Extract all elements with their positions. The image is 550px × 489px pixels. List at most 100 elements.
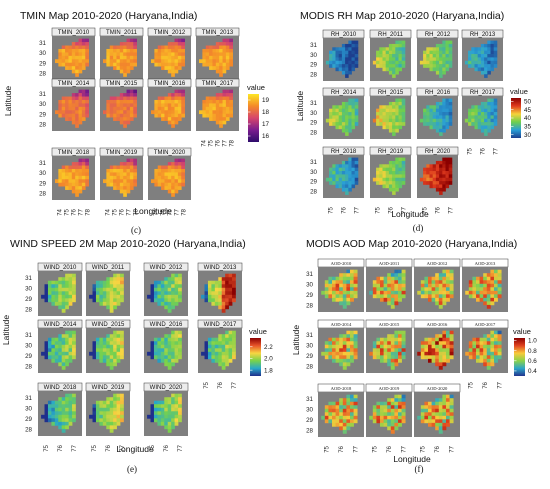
map-cell	[61, 334, 66, 339]
map-cell	[442, 334, 447, 339]
map-cell	[81, 89, 86, 94]
facet-label: WIND_2015	[92, 322, 125, 328]
map-cell	[385, 67, 390, 72]
map-cell	[348, 122, 352, 126]
map-cell	[346, 408, 351, 413]
map-cell	[383, 341, 388, 346]
map-cell	[215, 62, 220, 67]
map-cell	[388, 67, 393, 72]
map-cell	[471, 57, 475, 62]
map-cell	[171, 305, 175, 310]
map-cell	[353, 283, 358, 288]
map-cell	[222, 96, 227, 101]
map-cell	[339, 408, 344, 413]
map-cell	[390, 405, 395, 410]
map-cell	[351, 115, 356, 120]
map-cell	[113, 106, 117, 111]
map-cell	[428, 401, 432, 406]
x-tick-label: 77	[221, 139, 228, 146]
map-cell	[129, 99, 134, 104]
map-cell	[72, 330, 76, 335]
map-cell	[435, 174, 440, 179]
map-cell	[151, 179, 155, 184]
map-cell	[335, 47, 340, 52]
map-cell	[468, 115, 472, 120]
x-tick-label: 76	[482, 381, 489, 388]
map-cell	[497, 283, 502, 288]
map-cell	[44, 298, 49, 303]
map-cell	[376, 171, 380, 175]
map-cell	[154, 182, 159, 187]
map-cell	[225, 305, 229, 310]
legend-label: 0.8	[528, 348, 537, 355]
y-tick-label: 30	[25, 406, 32, 413]
map-cell	[106, 294, 111, 299]
map-cell	[477, 60, 482, 65]
map-cell	[471, 118, 475, 123]
map-cell	[65, 175, 69, 180]
map-cell	[445, 280, 450, 285]
map-cell	[85, 96, 89, 101]
map-cell	[218, 358, 223, 363]
map-cell	[214, 284, 219, 289]
map-cell	[171, 404, 175, 409]
map-cell	[382, 112, 387, 116]
map-cell	[423, 64, 427, 68]
map-cell	[387, 290, 392, 295]
map-cell	[171, 330, 175, 335]
map-cell	[339, 301, 344, 306]
map-cell	[379, 174, 383, 179]
map-cell	[204, 344, 209, 349]
y-tick-label: 28	[310, 72, 317, 79]
map-cell	[153, 418, 158, 423]
map-cell	[390, 426, 395, 431]
map-cell	[445, 408, 450, 413]
map-cell	[392, 74, 396, 78]
map-cell	[154, 59, 159, 64]
map-cell	[221, 358, 226, 363]
map-cell	[429, 67, 434, 72]
map-cell	[150, 344, 155, 349]
map-cell	[338, 64, 343, 68]
map-cell	[157, 59, 162, 64]
facet-aod-2012: AOD-2012	[413, 258, 461, 312]
map-cell	[448, 177, 453, 182]
map-cell	[345, 177, 349, 182]
map-cell	[75, 55, 79, 60]
map-cell	[424, 290, 429, 295]
map-cell	[171, 42, 175, 46]
map-cell	[372, 290, 377, 295]
map-cell	[372, 348, 377, 353]
map-cell	[211, 284, 216, 289]
map-cell	[102, 421, 107, 426]
map-cell	[68, 334, 73, 339]
map-cell	[202, 52, 207, 57]
map-cell	[382, 184, 387, 189]
map-cell	[116, 172, 121, 177]
map-cell	[171, 425, 175, 430]
map-cell	[342, 419, 347, 424]
map-cell	[385, 115, 390, 120]
map-cell	[335, 287, 340, 292]
map-cell	[116, 280, 121, 285]
map-cell	[167, 421, 172, 426]
map-cell	[372, 415, 377, 420]
map-cell	[390, 429, 395, 434]
map-cell	[328, 419, 333, 424]
map-cell	[58, 298, 63, 303]
map-cell	[401, 54, 406, 58]
map-cell	[71, 120, 76, 125]
map-cell	[102, 400, 107, 405]
map-cell	[335, 174, 340, 179]
map-cell	[153, 404, 158, 409]
map-cell	[486, 348, 491, 353]
map-cell	[483, 294, 488, 299]
map-cell	[442, 125, 446, 130]
map-cell	[435, 125, 440, 130]
map-cell	[479, 290, 484, 295]
map-cell	[167, 113, 172, 118]
map-cell	[58, 287, 63, 292]
map-cell	[81, 52, 86, 57]
map-cell	[335, 337, 340, 342]
map-cell	[338, 184, 343, 189]
